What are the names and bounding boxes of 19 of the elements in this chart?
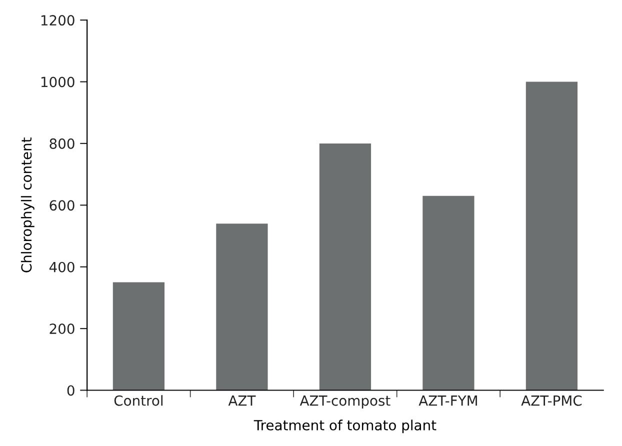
x-tick-label: AZT-FYM <box>418 396 477 406</box>
x-tick-label: AZT <box>228 396 256 406</box>
x-tick-label: AZT-compost <box>300 396 390 409</box>
y-tick-label: 200 <box>50 324 74 334</box>
x-tick-label: AZT-PMC <box>521 395 582 406</box>
bar <box>526 82 578 390</box>
y-tick-label: 600 <box>50 200 74 211</box>
bar <box>112 282 165 390</box>
bar <box>422 196 474 390</box>
bar <box>216 224 268 390</box>
y-axis-title: Chlorophyll content <box>20 138 34 272</box>
y-tick-label: 1200 <box>41 15 74 26</box>
x-axis-title: Treatment of tomato plant <box>254 420 436 434</box>
y-tick-label: 800 <box>50 138 74 149</box>
y-tick-label: 0 <box>67 385 74 396</box>
bar <box>319 143 372 390</box>
y-tick-label: 400 <box>49 262 74 272</box>
x-tick-label: Control <box>114 395 162 406</box>
y-tick-label: 1000 <box>41 76 74 88</box>
